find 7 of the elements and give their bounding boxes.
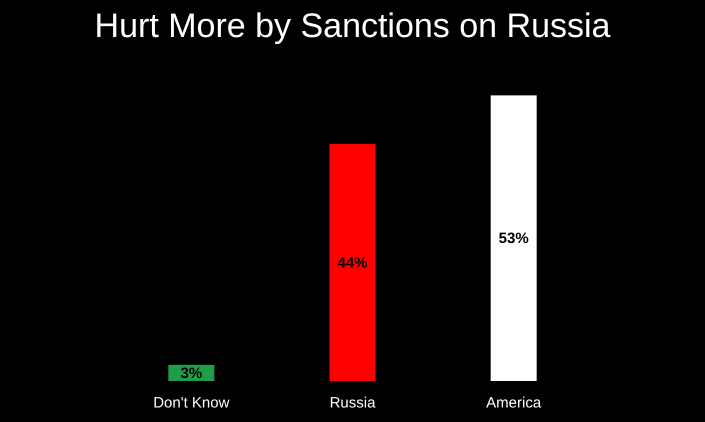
x-tick-label: Russia <box>330 394 376 412</box>
data-label: 44% <box>337 254 368 272</box>
x-tick-label: America <box>486 394 542 412</box>
data-label: 53% <box>498 230 529 248</box>
data-label: 3% <box>180 364 202 382</box>
chart-title: Hurt More by Sanctions on Russia <box>94 7 611 45</box>
x-tick-label: Don't Know <box>153 394 230 412</box>
